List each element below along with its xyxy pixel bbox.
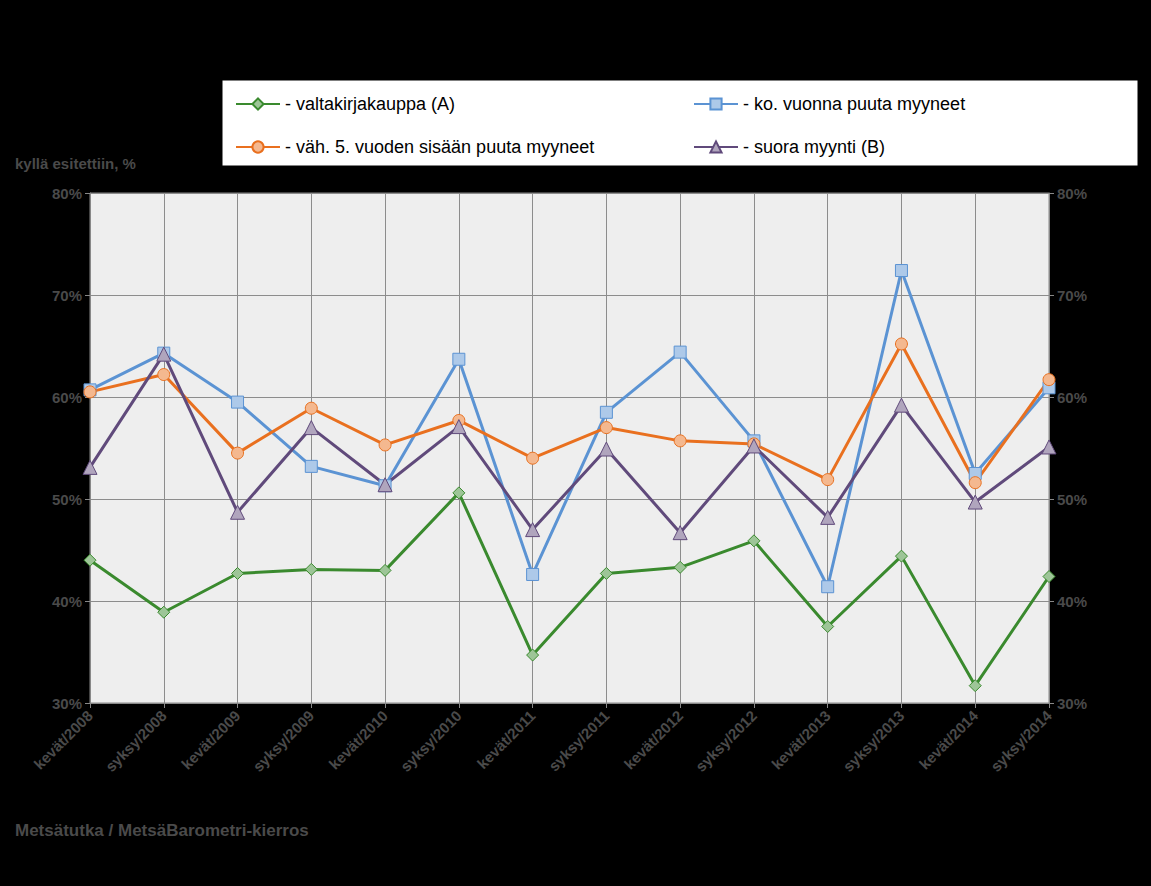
- svg-text:60%: 60%: [52, 389, 82, 406]
- svg-text:- väh. 5. vuoden sisään puuta: - väh. 5. vuoden sisään puuta myyneet: [285, 137, 594, 157]
- svg-text:80%: 80%: [52, 185, 82, 202]
- svg-text:40%: 40%: [52, 593, 82, 610]
- svg-text:70%: 70%: [52, 287, 82, 304]
- svg-text:50%: 50%: [52, 491, 82, 508]
- svg-text:- valtakirjakauppa (A): - valtakirjakauppa (A): [285, 94, 455, 114]
- svg-text:kevät/2012: kevät/2012: [621, 707, 687, 773]
- svg-text:kyllä esitettiin, %: kyllä esitettiin, %: [15, 155, 136, 172]
- svg-text:kevät/2008: kevät/2008: [30, 707, 96, 773]
- svg-text:40%: 40%: [1057, 593, 1087, 610]
- svg-text:syksy/2011: syksy/2011: [545, 707, 612, 774]
- svg-text:syksy/2008: syksy/2008: [102, 707, 170, 775]
- svg-text:Metsätutka / MetsäBarometri-ki: Metsätutka / MetsäBarometri-kierros: [15, 821, 309, 840]
- svg-text:80%: 80%: [1057, 185, 1087, 202]
- svg-text:kevät/2010: kevät/2010: [325, 707, 391, 773]
- svg-text:syksy/2014: syksy/2014: [987, 707, 1055, 775]
- svg-text:60%: 60%: [1057, 389, 1087, 406]
- svg-text:- ko. vuonna puuta myyneet: - ko. vuonna puuta myyneet: [743, 94, 965, 114]
- svg-text:syksy/2012: syksy/2012: [692, 707, 760, 775]
- svg-text:30%: 30%: [1057, 695, 1087, 712]
- svg-text:50%: 50%: [1057, 491, 1087, 508]
- svg-text:kevät/2013: kevät/2013: [768, 707, 834, 773]
- svg-text:syksy/2010: syksy/2010: [397, 707, 465, 775]
- svg-text:kevät/2009: kevät/2009: [178, 707, 244, 773]
- svg-text:- suora myynti (B): - suora myynti (B): [743, 137, 885, 157]
- svg-text:syksy/2013: syksy/2013: [839, 707, 907, 775]
- svg-text:30%: 30%: [52, 695, 82, 712]
- svg-text:kevät/2014: kevät/2014: [916, 707, 982, 773]
- svg-text:kevät/2011: kevät/2011: [474, 707, 539, 772]
- svg-text:70%: 70%: [1057, 287, 1087, 304]
- svg-text:syksy/2009: syksy/2009: [249, 707, 317, 775]
